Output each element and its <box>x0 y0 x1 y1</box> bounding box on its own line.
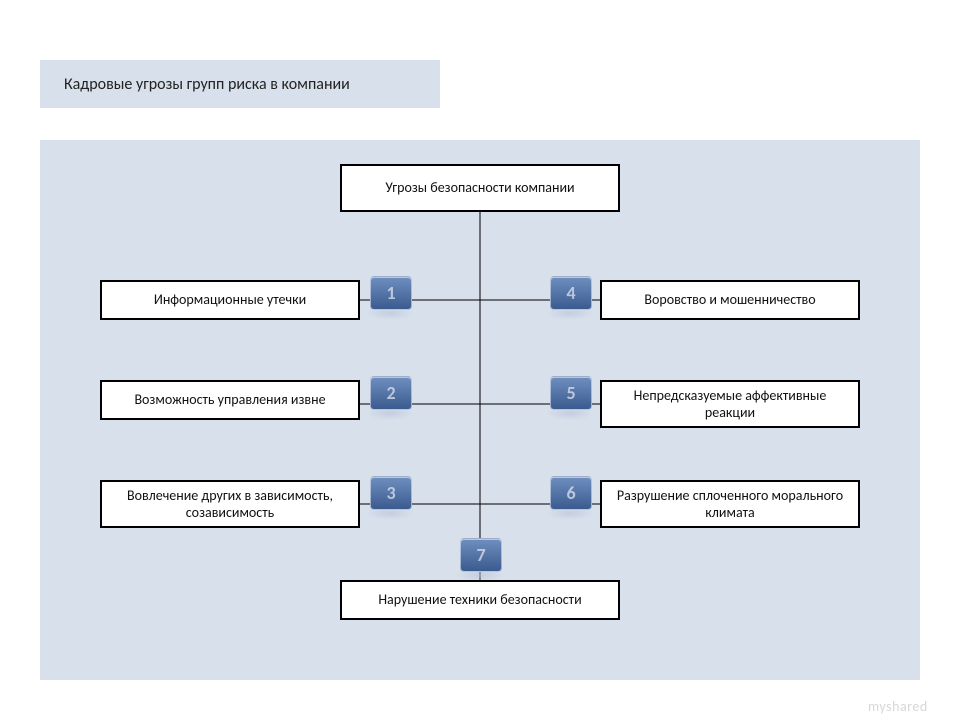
node-root: Угрозы безопасности компании <box>340 164 620 212</box>
node-left-3: Вовлечение других в зависимость, созавис… <box>100 480 360 528</box>
diagram-panel: Угрозы безопасности компании Информацион… <box>40 140 920 680</box>
tile-5-top: 5 <box>550 376 592 410</box>
tile-6-num: 6 <box>566 482 575 504</box>
tile-3-top: 3 <box>370 476 412 510</box>
node-left-2-label: Возможность управления извне <box>134 391 325 409</box>
node-right-3: Разрушение сплоченного морального климат… <box>600 480 860 528</box>
node-left-2: Возможность управления извне <box>100 380 360 420</box>
node-bottom: Нарушение техники безопасности <box>340 580 620 620</box>
tile-2-num: 2 <box>386 382 395 404</box>
slide-canvas: Кадровые угрозы групп риска в компании У… <box>0 0 960 720</box>
tile-5: 5 <box>546 376 594 420</box>
tile-4: 4 <box>546 276 594 320</box>
node-left-1-label: Информационные утечки <box>154 291 306 309</box>
node-right-1-label: Воровство и мошенничество <box>644 291 815 309</box>
tile-2: 2 <box>366 376 414 420</box>
tile-7-top: 7 <box>460 538 502 572</box>
node-right-2: Непредсказуемые аффективные реакции <box>600 380 860 428</box>
watermark-text: myshared <box>868 698 928 715</box>
watermark: myshared <box>868 698 928 715</box>
node-root-label: Угрозы безопасности компании <box>385 179 574 197</box>
tile-7-num: 7 <box>476 544 485 566</box>
tile-1-num: 1 <box>386 282 395 304</box>
slide-title-band: Кадровые угрозы групп риска в компании <box>40 60 440 108</box>
slide-title-text: Кадровые угрозы групп риска в компании <box>64 75 350 94</box>
node-left-3-label: Вовлечение других в зависимость, созавис… <box>112 487 348 522</box>
tile-1: 1 <box>366 276 414 320</box>
tile-2-top: 2 <box>370 376 412 410</box>
tile-7: 7 <box>456 538 504 582</box>
node-right-1: Воровство и мошенничество <box>600 280 860 320</box>
node-right-2-label: Непредсказуемые аффективные реакции <box>612 387 848 422</box>
tile-6-top: 6 <box>550 476 592 510</box>
node-left-1: Информационные утечки <box>100 280 360 320</box>
tile-4-num: 4 <box>566 282 575 304</box>
node-bottom-label: Нарушение техники безопасности <box>378 591 581 609</box>
tile-3: 3 <box>366 476 414 520</box>
tile-3-num: 3 <box>386 482 395 504</box>
tile-1-top: 1 <box>370 276 412 310</box>
tile-6: 6 <box>546 476 594 520</box>
tile-4-top: 4 <box>550 276 592 310</box>
node-right-3-label: Разрушение сплоченного морального климат… <box>612 487 848 522</box>
tile-5-num: 5 <box>566 382 575 404</box>
